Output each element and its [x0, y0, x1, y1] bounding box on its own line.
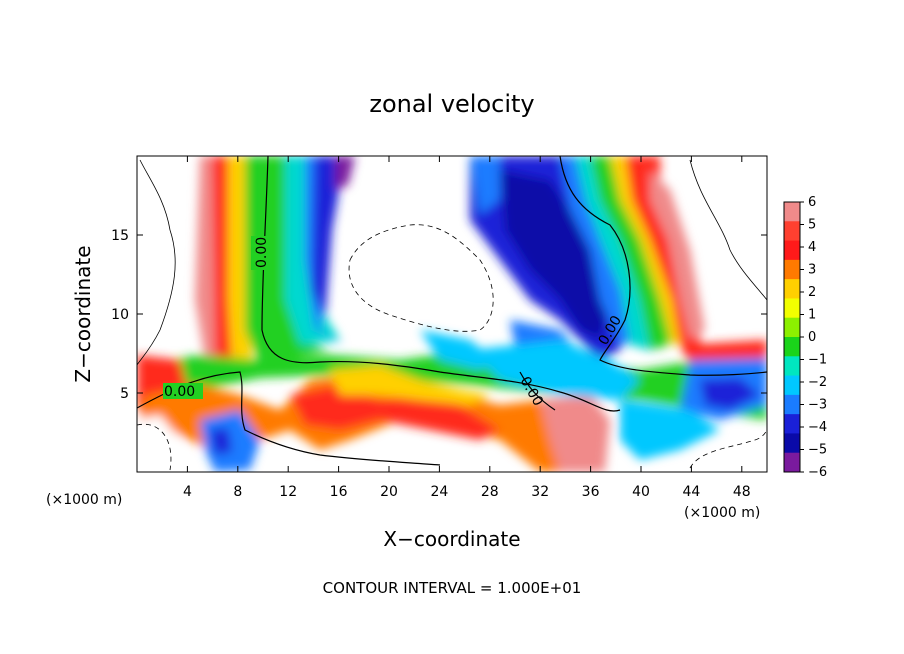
- x-tick-label: 4: [183, 484, 192, 500]
- x-tick-label: 36: [582, 484, 600, 500]
- colorbar-tick-label: 2: [808, 285, 816, 300]
- x-unit-left: (×1000 m): [46, 492, 122, 508]
- colorbar-tick-label: 4: [808, 240, 816, 255]
- x-axis: 4 8 12 16 20 24 28 32 36 40 44 48: [183, 156, 751, 500]
- colorbar-tick-label: 1: [808, 308, 816, 323]
- y-axis-label: Z−coordinate: [71, 245, 95, 382]
- zero-contour-left: [261, 156, 621, 412]
- x-tick-label: 16: [330, 484, 348, 500]
- zero-contour-low: [137, 371, 441, 466]
- x-tick-label: 32: [531, 484, 549, 500]
- colorbar-tick-label: 3: [808, 263, 816, 278]
- colorbar-tick-label: −4: [808, 420, 827, 435]
- x-tick-label: 20: [380, 484, 398, 500]
- colorbar-swatch: [784, 202, 800, 222]
- y-axis: 5 10 15: [111, 228, 767, 402]
- colorbar-tick-label: −2: [808, 375, 827, 390]
- x-tick-label: 44: [682, 484, 700, 500]
- dashed-contour-top: [348, 224, 494, 332]
- colorbar-swatch: [784, 298, 800, 319]
- colorbar-swatch: [784, 279, 800, 299]
- x-tick-label: 8: [233, 484, 242, 500]
- dashed-contour-bottom-left: [137, 423, 172, 471]
- colorbar-tick-label: 5: [808, 218, 816, 233]
- colorbar-swatch: [784, 240, 800, 261]
- x-tick-label: 48: [733, 484, 751, 500]
- colorbar-swatch: [784, 433, 800, 454]
- colorbar-tick-label: 0: [808, 330, 816, 345]
- x-unit-right: (×1000 m): [684, 505, 760, 521]
- y-tick-label: 10: [111, 307, 129, 323]
- colorbar-swatch: [784, 356, 800, 377]
- contour-label-2: 0.00: [164, 384, 195, 400]
- colorbar-swatch: [784, 337, 800, 357]
- velocity-field: [137, 156, 767, 472]
- zero-contour-right: [559, 156, 767, 376]
- thin-contour-right: [689, 159, 767, 301]
- y-tick-label: 15: [111, 228, 129, 244]
- colorbar-swatch: [784, 452, 800, 473]
- colorbar-tick-label: −5: [808, 443, 827, 458]
- colorbar-swatch: [784, 221, 800, 242]
- colorbar-tick-label: −6: [808, 465, 827, 480]
- x-axis-label: X−coordinate: [383, 527, 520, 551]
- contour-label-1: 0.00: [254, 237, 270, 268]
- colorbar-tick-label: −1: [808, 353, 827, 368]
- y-tick-label: 5: [120, 386, 129, 402]
- colorbar-swatch: [784, 259, 800, 280]
- chart-title: zonal velocity: [369, 90, 534, 118]
- contour-interval-note: CONTOUR INTERVAL = 1.000E+01: [323, 579, 582, 597]
- x-tick-label: 40: [632, 484, 650, 500]
- thin-contour-left: [137, 159, 176, 366]
- x-tick-label: 28: [481, 484, 499, 500]
- zero-contour-mid: [519, 371, 556, 411]
- x-tick-label: 12: [279, 484, 297, 500]
- colorbar-tick-label: −3: [808, 398, 827, 413]
- x-tick-label: 24: [430, 484, 448, 500]
- contour-lines: [137, 156, 767, 471]
- dashed-contour-bottom-right: [689, 427, 767, 469]
- colorbar-swatch: [784, 317, 800, 338]
- colorbar-swatch: [784, 414, 800, 434]
- colorbar: 6 5 4 3 2 1 0 −1 −2 −3 −4 −5 −6: [783, 195, 827, 480]
- colorbar-tick-label: 6: [808, 195, 816, 210]
- colorbar-swatch: [784, 375, 800, 396]
- colorbar-swatch: [784, 394, 800, 415]
